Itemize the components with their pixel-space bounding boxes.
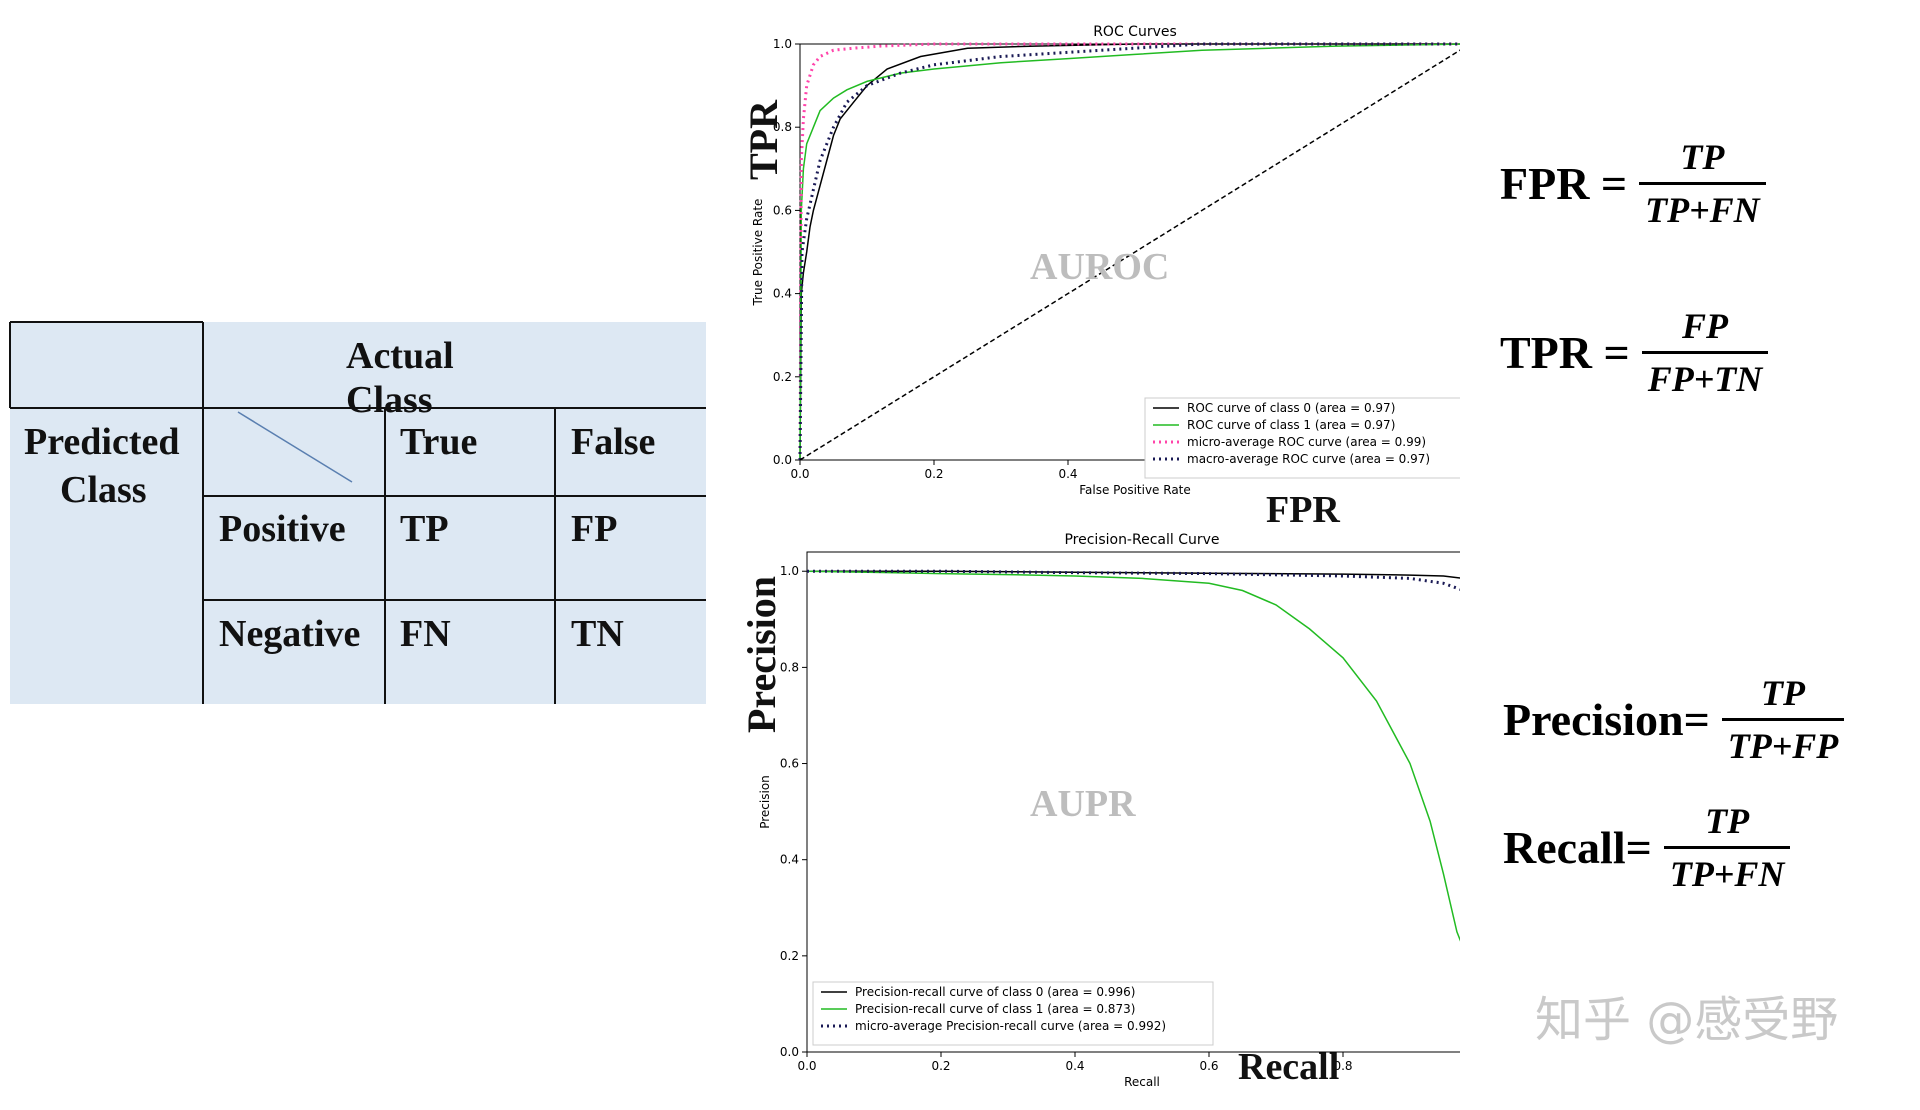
series-line-1 bbox=[806, 570, 1460, 942]
legend-entry: Precision-recall curve of class 0 (area … bbox=[855, 985, 1135, 999]
recall-formula: Recall= TP TP+FN bbox=[1503, 800, 1791, 895]
series-line-0 bbox=[799, 43, 1460, 461]
y-tick-label: 0.0 bbox=[773, 453, 792, 467]
series-line-3 bbox=[798, 42, 1460, 461]
legend-entry: Precision-recall curve of class 1 (area … bbox=[855, 1002, 1135, 1016]
x-tick-label: 0.0 bbox=[790, 467, 809, 481]
fpr-formula: FPR = TP TP+FN bbox=[1500, 136, 1766, 231]
precision-formula-label: Precision= bbox=[1503, 694, 1710, 745]
auroc-watermark: AUROC bbox=[1030, 246, 1170, 288]
predicted-class-line2: Class bbox=[60, 469, 147, 511]
x-tick-label: 0.4 bbox=[1058, 467, 1077, 481]
legend-box bbox=[1144, 397, 1460, 479]
x-tick-label: 0.2 bbox=[931, 1059, 950, 1073]
x-tick-label: 0.0 bbox=[797, 1059, 816, 1073]
tpr-denominator: FP+TN bbox=[1647, 359, 1763, 399]
series-line-4 bbox=[799, 49, 1460, 461]
col-true-header: True bbox=[400, 421, 478, 463]
tpr-fraction: FP FP+TN bbox=[1641, 305, 1769, 400]
predicted-class-line1: Predicted bbox=[24, 421, 180, 463]
precision-formula: Precision= TP TP+FP bbox=[1503, 672, 1845, 767]
fpr-fraction: TP TP+FN bbox=[1639, 136, 1766, 231]
row-positive-header: Positive bbox=[219, 508, 346, 550]
tpr-formula-label: TPR = bbox=[1500, 327, 1630, 378]
legend-entry: micro-average ROC curve (area = 0.99) bbox=[1187, 435, 1426, 449]
recall-overlay-label: Recall bbox=[1238, 1046, 1340, 1088]
series-line-2 bbox=[798, 42, 1460, 461]
legend-entry: ROC curve of class 0 (area = 0.97) bbox=[1187, 401, 1395, 415]
y-tick-label: 0.6 bbox=[773, 203, 792, 217]
x-tick-label: 0.2 bbox=[924, 467, 943, 481]
y-tick-label: 0.2 bbox=[780, 949, 799, 963]
y-tick-label: 0.6 bbox=[780, 757, 799, 771]
series-line-1 bbox=[799, 43, 1460, 461]
plot-frame bbox=[799, 43, 1460, 461]
y-tick-label: 1.0 bbox=[773, 37, 792, 51]
fpr-denominator: TP+FN bbox=[1645, 190, 1760, 230]
roc-chart: ROC Curves0.00.20.40.60.81.00.00.20.40.6… bbox=[751, 24, 1460, 497]
plot-frame bbox=[806, 551, 1460, 1053]
recall-fraction: TP TP+FN bbox=[1663, 800, 1791, 895]
precision-fraction: TP TP+FP bbox=[1721, 672, 1845, 767]
tpr-numerator: FP bbox=[1641, 305, 1769, 354]
fpr-numerator: TP bbox=[1639, 136, 1766, 185]
tpr-formula: TPR = FP FP+TN bbox=[1500, 305, 1769, 400]
col-false-header: False bbox=[571, 421, 656, 463]
y-axis-label: True Positive Rate bbox=[751, 199, 765, 307]
y-tick-label: 0.4 bbox=[780, 853, 799, 867]
recall-denominator: TP+FN bbox=[1669, 854, 1785, 894]
legend-box bbox=[812, 981, 1214, 1046]
x-tick-label: 0.4 bbox=[1065, 1059, 1084, 1073]
chart-title: ROC Curves bbox=[1093, 24, 1177, 40]
y-tick-label: 0.4 bbox=[773, 287, 792, 301]
cell-tp: TP bbox=[400, 508, 449, 550]
chart-title: Precision-Recall Curve bbox=[1064, 532, 1219, 548]
precision-overlay-label: Precision bbox=[739, 575, 784, 733]
aupr-watermark: AUPR bbox=[1030, 783, 1136, 825]
pr-chart: Precision-Recall Curve 0.0 0.2 0.4 0.6 0.8 1.0… bbox=[758, 532, 1460, 1089]
y-tick-label: 1.0 bbox=[780, 564, 799, 578]
matrix-grid bbox=[9, 321, 706, 704]
precision-numerator: TP bbox=[1721, 672, 1845, 721]
y-axis-label: Precision bbox=[758, 775, 772, 829]
cell-fp: FP bbox=[571, 508, 618, 550]
x-axis-label: False Positive Rate bbox=[1079, 483, 1191, 497]
fpr-formula-label: FPR = bbox=[1500, 158, 1628, 209]
diagonal-divider bbox=[237, 411, 353, 483]
actual-class-header: Actual Class bbox=[346, 335, 454, 421]
y-tick-label: 0.8 bbox=[773, 120, 792, 134]
legend-entry: ROC curve of class 1 (area = 0.97) bbox=[1187, 418, 1395, 432]
x-tick-label: 0.8 bbox=[1333, 1059, 1352, 1073]
x-tick-label: 0.6 bbox=[1199, 1059, 1218, 1073]
matrix-background bbox=[10, 322, 706, 704]
y-tick-label: 0.8 bbox=[780, 660, 799, 674]
cell-fn: FN bbox=[400, 613, 451, 655]
tpr-overlay-label: TPR bbox=[741, 100, 786, 180]
cell-tn: TN bbox=[571, 613, 624, 655]
recall-numerator: TP bbox=[1663, 800, 1791, 849]
y-tick-label: 0.2 bbox=[773, 370, 792, 384]
x-axis-label: Recall bbox=[1124, 1075, 1160, 1089]
fpr-overlay-label: FPR bbox=[1266, 489, 1340, 531]
legend-entry: macro-average ROC curve (area = 0.97) bbox=[1187, 452, 1430, 466]
legend-entry: micro-average Precision-recall curve (ar… bbox=[855, 1019, 1166, 1033]
y-tick-label: 0.0 bbox=[780, 1045, 799, 1059]
row-negative-header: Negative bbox=[219, 613, 361, 655]
zhihu-watermark: 知乎 @感受野 bbox=[1535, 992, 1839, 1048]
precision-denominator: TP+FP bbox=[1727, 726, 1839, 766]
recall-formula-label: Recall= bbox=[1503, 822, 1652, 873]
